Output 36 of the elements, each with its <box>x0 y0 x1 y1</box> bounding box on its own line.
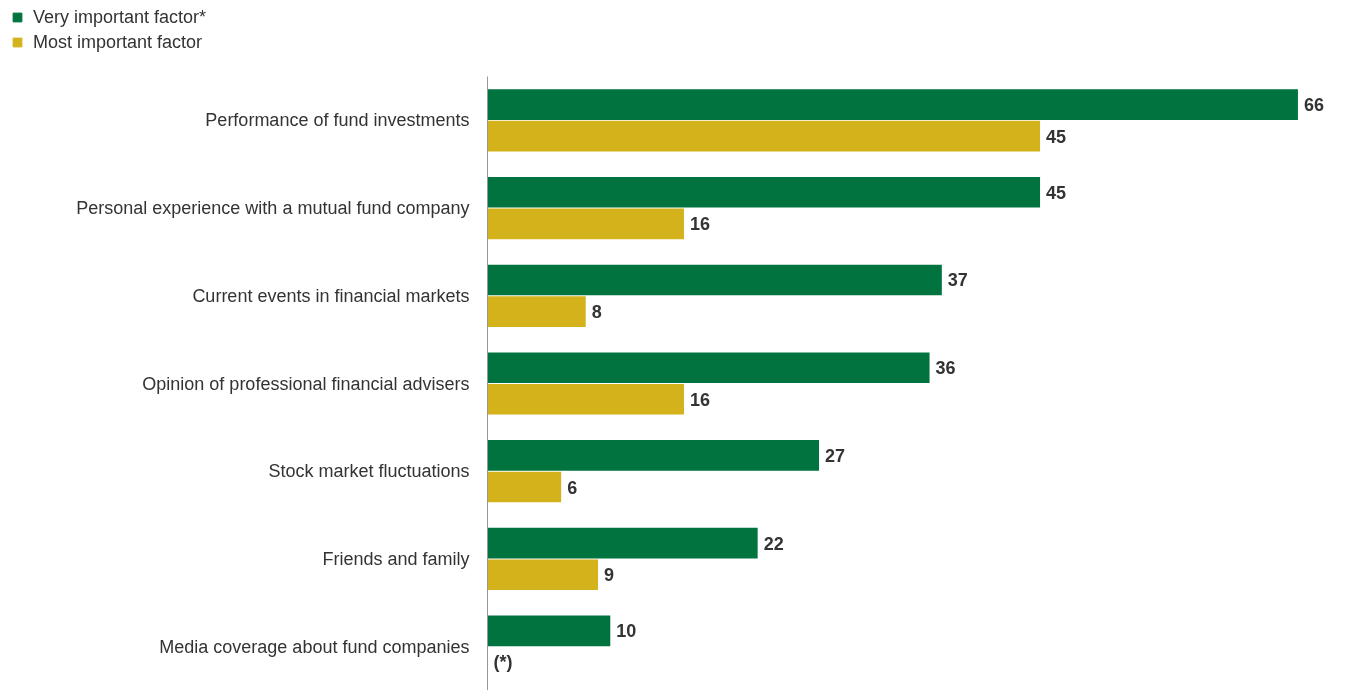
data-label: 66 <box>1303 95 1324 116</box>
bar <box>487 471 562 503</box>
data-label: 8 <box>591 302 602 323</box>
data-label: 45 <box>1046 182 1067 203</box>
legend-label: Most important factor <box>33 31 203 53</box>
y-tick-label: Stock market fluctuations <box>268 461 470 482</box>
bar <box>487 208 684 240</box>
y-tick-label: Friends and family <box>322 548 470 569</box>
bar <box>487 352 930 384</box>
y-tick-label: Media coverage about fund companies <box>159 636 470 657</box>
data-label: 6 <box>567 477 578 498</box>
bar <box>487 264 942 296</box>
y-tick-label: Personal experience with a mutual fund company <box>76 198 470 219</box>
data-label: 45 <box>1046 126 1067 147</box>
bar <box>487 383 684 415</box>
data-label: 22 <box>763 533 784 554</box>
data-label: 16 <box>689 214 710 235</box>
bar <box>487 176 1041 208</box>
text: (*) <box>493 652 513 673</box>
data-label: 36 <box>935 358 956 379</box>
bar <box>487 559 599 591</box>
data-label: 9 <box>604 565 615 586</box>
bar <box>487 440 820 471</box>
bar <box>487 89 1298 120</box>
y-tick-label: Performance of fund investments <box>205 110 470 131</box>
bar <box>487 615 611 647</box>
data-label: 16 <box>689 389 710 410</box>
legend-label: Very important factor* <box>33 6 207 28</box>
bar <box>487 120 1041 152</box>
bar <box>487 527 758 559</box>
data-label: 10 <box>616 621 637 642</box>
data-label: 37 <box>947 270 968 291</box>
bar <box>487 296 586 327</box>
y-tick-label: Opinion of professional financial advisers <box>142 373 470 394</box>
data-label: 27 <box>825 445 846 466</box>
y-tick-label: Current events in financial markets <box>192 285 470 306</box>
